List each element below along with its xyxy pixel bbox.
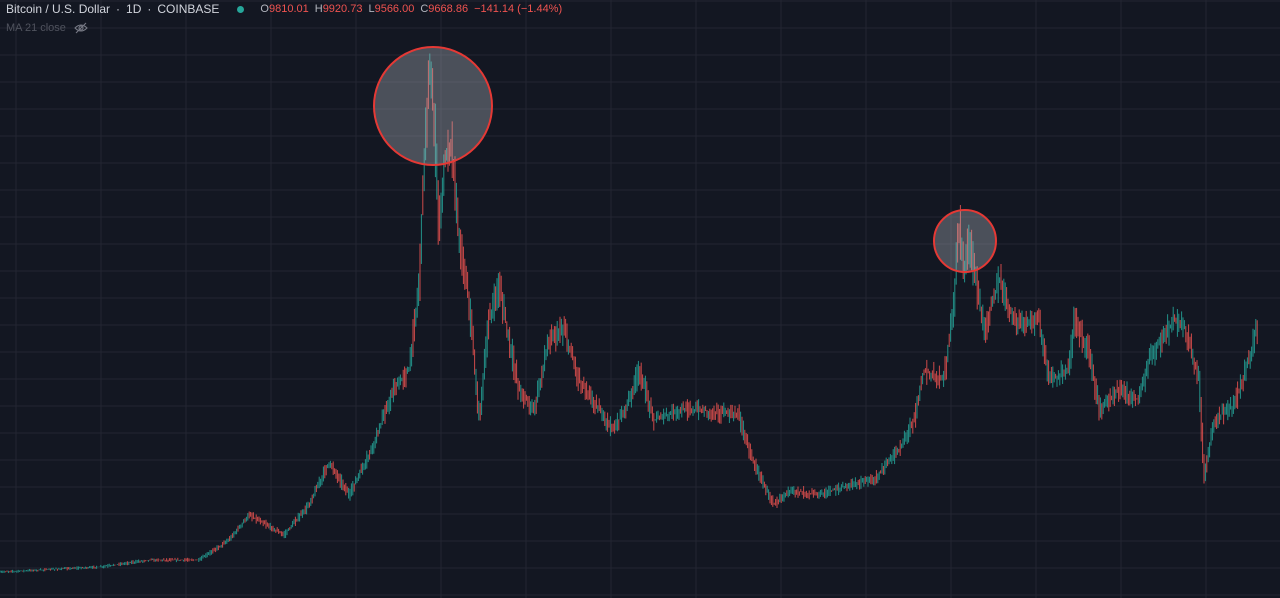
ohlc-value: 9668.86 (428, 3, 469, 15)
highlight-circle (373, 46, 493, 166)
ohlc-key: L (368, 3, 375, 15)
status-dot (237, 5, 245, 13)
separator: · (147, 2, 152, 16)
separator: · (116, 2, 121, 16)
indicator-legend: MA 21 close (6, 22, 88, 34)
ohlc-value: 9920.73 (322, 3, 363, 15)
interval[interactable]: 1D (126, 2, 142, 16)
highlight-circle (933, 209, 997, 273)
ohlc-value: 9566.00 (374, 3, 415, 15)
symbol[interactable]: Bitcoin / U.S. Dollar (6, 2, 111, 16)
change: −141.14 (−1.44%) (474, 3, 563, 15)
indicator-name[interactable]: MA 21 close (6, 22, 66, 34)
hidden-eye-icon[interactable] (74, 22, 88, 34)
ohlc-key: H (314, 3, 323, 15)
exchange: COINBASE (157, 2, 220, 16)
ohlc-key: C (420, 3, 429, 15)
ohlc-key: O (260, 3, 269, 15)
ohlc-value: 9810.01 (268, 3, 309, 15)
